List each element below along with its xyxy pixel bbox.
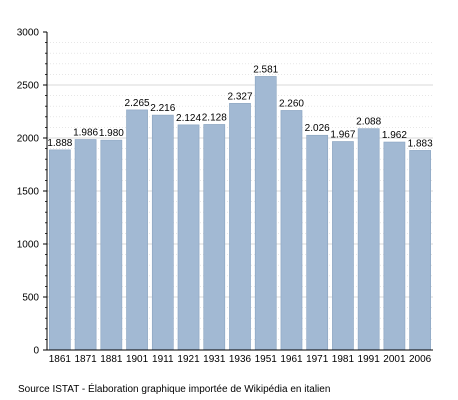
data-label-1881: 1.980 (99, 128, 124, 139)
data-label-1991: 2.088 (356, 117, 381, 128)
data-label-2006: 1.883 (408, 138, 433, 149)
bar-1931 (203, 124, 226, 351)
bar-1901 (126, 109, 148, 351)
x-tick-label-1931: 1931 (203, 354, 226, 365)
bar-1936 (229, 103, 251, 351)
x-tick-labels: 1861 1871 1881 1901 1911 1921 1931 1936 1951 1961… (49, 354, 432, 365)
y-tick-label: 2500 (17, 81, 40, 92)
y-tick-label: 0 (33, 346, 39, 357)
data-label-1861: 1.888 (47, 138, 72, 149)
x-tick-label-1861: 1861 (49, 354, 72, 365)
bar-1981 (332, 141, 354, 351)
bar-1961 (280, 110, 303, 351)
data-label-1936: 2.327 (227, 91, 252, 102)
data-label-1931: 2.128 (202, 112, 227, 123)
bar-2001 (383, 141, 406, 351)
data-label-1911: 2.216 (150, 103, 175, 114)
bar-1881 (100, 139, 123, 351)
bar-1951 (254, 76, 277, 351)
x-tick-label-1911: 1911 (152, 354, 174, 365)
x-tick-label-1971: 1971 (306, 354, 329, 365)
data-label-2001: 1.962 (382, 130, 407, 141)
x-tick-label-1921: 1921 (177, 354, 200, 365)
x-tick-label-2006: 2006 (409, 354, 432, 365)
axes (43, 31, 433, 351)
data-label-1961: 2.260 (279, 98, 304, 109)
x-tick-label-1901: 1901 (126, 354, 149, 365)
bar-chart: 0 500 1000 1500 2000 2500 3000 1861 1871 1881 190… (17, 28, 433, 366)
x-tick-label-1981: 1981 (332, 354, 355, 365)
data-label-1921: 2.124 (176, 113, 201, 124)
y-tick-label: 500 (22, 293, 39, 304)
bar-2006 (409, 150, 431, 351)
data-label-1951: 2.581 (253, 64, 278, 75)
x-tick-label-1871: 1871 (74, 354, 97, 365)
y-tick-label: 1000 (17, 240, 40, 251)
bar-1971 (306, 134, 329, 351)
y-tick-labels: 0 500 1000 1500 2000 2500 3000 (17, 28, 40, 357)
data-label-1981: 1.967 (330, 129, 355, 140)
data-label-1971: 2.026 (305, 123, 330, 134)
x-tick-label-1961: 1961 (280, 354, 303, 365)
source-note: Source ISTAT - Élaboration graphique imp… (18, 384, 331, 395)
data-label-1871: 1.986 (73, 127, 98, 138)
x-tick-label-2001: 2001 (383, 354, 406, 365)
x-tick-label-1936: 1936 (229, 354, 252, 365)
bar-1921 (177, 124, 200, 351)
bar-1871 (74, 139, 97, 351)
y-tick-label: 2000 (17, 134, 40, 145)
bar-1861 (49, 149, 71, 351)
bar-1991 (357, 128, 380, 351)
bar-1911 (151, 114, 174, 351)
x-tick-label-1951: 1951 (255, 354, 278, 365)
bars (49, 76, 431, 351)
x-tick-label-1991: 1991 (358, 354, 381, 365)
y-tick-label: 1500 (17, 187, 40, 198)
y-tick-label: 3000 (17, 28, 40, 39)
x-tick-label-1881: 1881 (100, 354, 123, 365)
data-label-1901: 2.265 (125, 98, 150, 109)
